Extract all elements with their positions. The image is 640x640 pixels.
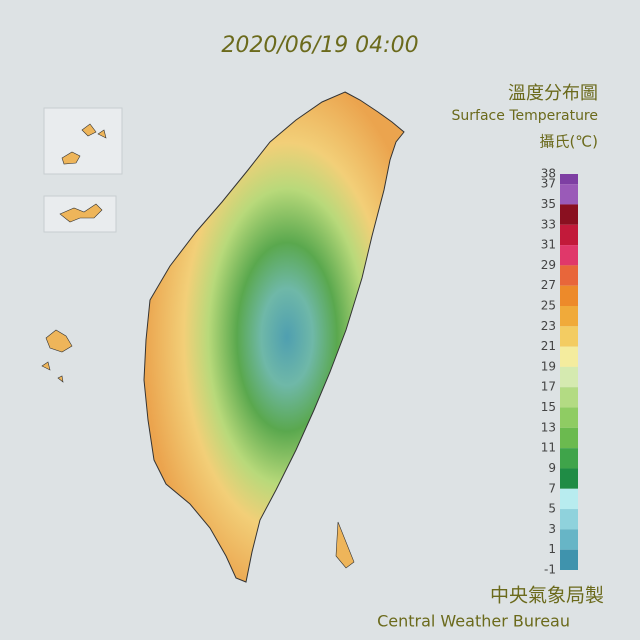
colorbar-segment xyxy=(560,549,578,570)
colorbar-segment xyxy=(560,326,578,347)
colorbar-label: 21 xyxy=(541,339,556,353)
colorbar-segment xyxy=(560,174,578,185)
lanyu xyxy=(335,521,355,569)
colorbar-label: 29 xyxy=(541,258,556,272)
colorbar-label: 7 xyxy=(548,481,556,495)
legend-subtitle: Surface Temperature xyxy=(452,108,598,124)
colorbar-segment xyxy=(560,245,578,266)
colorbar-label: 19 xyxy=(541,359,556,373)
penghu xyxy=(41,329,73,383)
colorbar-label: -1 xyxy=(544,563,556,577)
legend: 溫度分布圖 Surface Temperature 攝氏(℃) 38373533… xyxy=(452,83,598,577)
colorbar-segment xyxy=(560,448,578,469)
colorbar-label: 27 xyxy=(541,278,556,292)
colorbar-segment xyxy=(560,427,578,449)
colorbar-segment xyxy=(560,488,578,510)
colorbar-label: 15 xyxy=(541,400,556,414)
colorbar-label: 31 xyxy=(541,238,556,252)
colorbar-label: 33 xyxy=(541,217,556,231)
matsu xyxy=(61,123,107,165)
colorbar-label: 5 xyxy=(548,502,556,516)
taiwan xyxy=(143,91,405,583)
colorbar-segment xyxy=(560,387,578,408)
colorbar-segment xyxy=(560,285,578,306)
colorbar-label: 37 xyxy=(541,177,556,191)
colorbar-segment xyxy=(560,407,578,428)
colorbar-segment xyxy=(560,366,578,388)
colorbar-label: 25 xyxy=(541,299,556,313)
colorbar-segment xyxy=(560,346,578,367)
colorbar-label: 23 xyxy=(541,319,556,333)
colorbar-segment xyxy=(560,224,578,246)
colorbar-label: 13 xyxy=(541,420,556,434)
footer-title: 中央氣象局製 xyxy=(490,585,604,607)
colorbar-label: 11 xyxy=(541,441,556,455)
colorbar-segment xyxy=(560,468,578,489)
colorbar-label: 38 xyxy=(541,167,556,181)
colorbar-segment xyxy=(560,529,578,550)
timestamp: 2020/06/19 04:00 xyxy=(221,33,418,58)
colorbar-label: 3 xyxy=(548,522,556,536)
legend-title: 溫度分布圖 xyxy=(508,83,598,104)
kinmen xyxy=(59,203,103,223)
legend-unit: 攝氏(℃) xyxy=(539,133,598,151)
inset-box xyxy=(43,107,123,175)
colorbar-label: 35 xyxy=(541,197,556,211)
colorbar-segment xyxy=(560,509,578,530)
footer-subtitle: Central Weather Bureau xyxy=(377,612,570,631)
colorbar-label: 9 xyxy=(548,461,556,475)
colorbar-label: 1 xyxy=(548,542,556,556)
colorbar-segment xyxy=(560,184,578,205)
colorbar-segment xyxy=(560,306,578,327)
colorbar-segment xyxy=(560,265,578,286)
colorbar-segment xyxy=(560,204,578,225)
colorbar-label: 17 xyxy=(541,380,556,394)
